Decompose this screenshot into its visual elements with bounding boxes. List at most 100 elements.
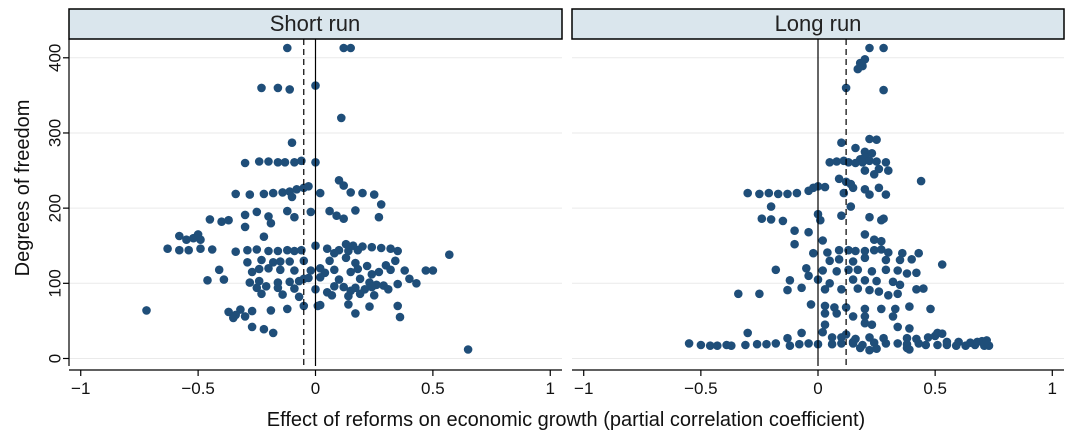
- plot-area-long-run: [572, 39, 1064, 366]
- data-point: [860, 246, 870, 256]
- data-point: [341, 239, 351, 249]
- data-point: [881, 158, 891, 167]
- data-point: [884, 248, 893, 257]
- data-point: [463, 345, 473, 354]
- data-point: [879, 214, 888, 223]
- data-point: [283, 43, 292, 53]
- data-point: [872, 135, 881, 144]
- data-point: [315, 300, 325, 310]
- data-point: [954, 337, 963, 347]
- data-point: [266, 306, 276, 315]
- data-point: [879, 43, 888, 53]
- data-point: [259, 324, 269, 334]
- data-point: [764, 188, 774, 198]
- data-point: [832, 267, 841, 276]
- data-point: [231, 189, 240, 199]
- data-point: [837, 211, 846, 220]
- data-point: [245, 190, 255, 199]
- data-point: [865, 156, 874, 166]
- data-point: [860, 253, 870, 263]
- data-point: [393, 279, 403, 289]
- data-point: [841, 83, 851, 93]
- data-point: [834, 174, 844, 184]
- data-point: [727, 341, 736, 351]
- data-point: [874, 287, 884, 296]
- data-point: [853, 265, 863, 275]
- data-point: [860, 230, 870, 239]
- panel-header-short-run: Short run: [68, 8, 563, 40]
- data-point: [848, 312, 858, 321]
- x-axis-title: Effect of reforms on economic growth (pa…: [267, 409, 865, 431]
- data-point: [713, 341, 722, 351]
- data-point: [912, 334, 921, 344]
- data-point: [243, 258, 252, 267]
- data-point: [752, 339, 762, 349]
- data-point: [844, 265, 853, 275]
- data-point: [872, 344, 881, 354]
- data-point: [304, 182, 313, 191]
- data-point: [818, 236, 827, 245]
- data-point: [217, 217, 226, 226]
- data-point: [264, 157, 273, 166]
- data-point: [245, 278, 255, 287]
- data-point: [858, 158, 867, 167]
- data-point: [846, 202, 856, 211]
- data-point: [872, 157, 881, 166]
- data-point: [405, 274, 414, 284]
- data-point: [240, 312, 250, 321]
- data-point: [937, 329, 947, 339]
- data-point: [771, 339, 781, 348]
- data-point: [290, 212, 299, 222]
- data-point: [790, 239, 799, 249]
- data-point: [914, 248, 923, 258]
- data-point: [264, 212, 273, 221]
- data-point: [825, 279, 834, 288]
- data-point: [853, 64, 863, 74]
- data-point: [855, 343, 865, 353]
- data-point: [848, 275, 858, 284]
- data-point: [339, 43, 349, 53]
- data-point: [339, 282, 349, 292]
- data-point: [369, 190, 379, 199]
- y-tick-label: 300: [46, 119, 65, 147]
- data-point: [264, 246, 273, 256]
- data-point: [734, 289, 743, 299]
- data-point: [240, 222, 250, 232]
- data-point: [848, 257, 858, 266]
- data-point: [865, 212, 874, 222]
- data-point: [276, 257, 285, 266]
- data-point: [867, 320, 877, 330]
- data-point: [290, 246, 299, 256]
- data-point: [804, 271, 813, 281]
- data-point: [315, 188, 325, 198]
- data-point: [884, 291, 893, 300]
- data-point: [257, 83, 266, 93]
- data-point: [231, 247, 240, 256]
- plot-area-short-run: [69, 39, 562, 366]
- data-point: [865, 43, 874, 53]
- data-point: [869, 245, 879, 255]
- data-point: [207, 245, 217, 254]
- data-point: [273, 283, 283, 293]
- data-point: [865, 333, 874, 342]
- data-point: [285, 277, 295, 287]
- data-point: [860, 312, 870, 321]
- data-point: [912, 285, 921, 294]
- data-point: [771, 265, 781, 275]
- data-point: [827, 339, 837, 349]
- data-point: [252, 245, 262, 254]
- data-point: [837, 339, 846, 348]
- data-point: [881, 255, 891, 265]
- data-point: [684, 339, 694, 348]
- data-point: [428, 266, 438, 275]
- data-point: [898, 248, 907, 258]
- data-point: [184, 245, 193, 255]
- data-point: [304, 273, 313, 283]
- data-point: [841, 303, 851, 312]
- data-point: [851, 143, 860, 153]
- data-point: [391, 256, 400, 266]
- data-point: [869, 170, 879, 179]
- data-point: [804, 339, 813, 348]
- data-point: [337, 113, 346, 123]
- data-point: [820, 301, 830, 311]
